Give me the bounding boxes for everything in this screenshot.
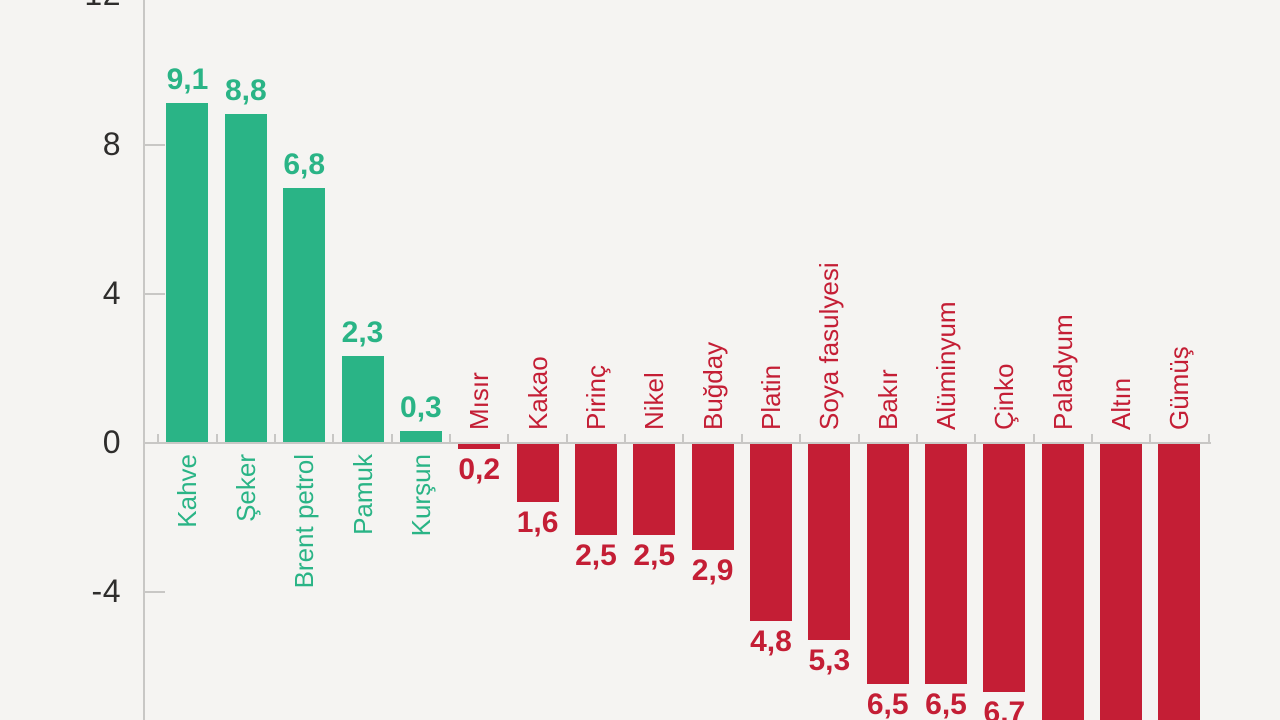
x-axis-tick — [157, 434, 160, 442]
value-label-kursun: 0,3 — [400, 390, 442, 424]
x-axis-tick — [974, 434, 977, 442]
value-label-soya-fasulyesi: 5,3 — [808, 643, 851, 677]
x-axis-tick — [682, 434, 685, 442]
category-label-kursun: Kurşun — [405, 454, 436, 537]
x-axis-tick — [1207, 434, 1210, 442]
bar-misir — [458, 442, 501, 450]
x-axis-tick — [1032, 434, 1035, 442]
bar-bakir — [866, 442, 909, 685]
x-axis-tick — [857, 434, 860, 442]
category-label-altin: Altın — [1106, 377, 1137, 430]
x-axis-tick — [799, 434, 802, 442]
category-label-misir: Mısır — [464, 372, 495, 430]
category-label-gumus: Gümüş — [1164, 346, 1195, 430]
x-axis-tick — [449, 434, 452, 442]
value-label-bugday: 2,9 — [691, 554, 734, 588]
bar-pirinc — [574, 442, 617, 536]
bar-bugday — [691, 442, 734, 551]
bar-nikel — [633, 442, 676, 536]
x-axis-tick — [390, 434, 393, 442]
category-label-seker: Şeker — [230, 454, 261, 522]
x-axis-line zero-line — [143, 442, 1211, 444]
bar-pamuk — [341, 356, 384, 442]
category-label-kakao: Kakao — [522, 356, 553, 430]
value-label-seker: 8,8 — [224, 73, 267, 107]
category-label-platin: Platin — [755, 364, 786, 430]
y-axis-tick — [145, 292, 165, 295]
value-label-pirinc: 2,5 — [575, 539, 617, 573]
x-axis-tick — [1149, 434, 1152, 442]
x-axis-tick — [274, 434, 276, 442]
y-axis-tick — [145, 143, 165, 146]
x-axis-tick — [565, 434, 568, 442]
y-axis-label-4: 4 — [102, 274, 121, 311]
category-label-kahve: Kahve — [172, 454, 203, 528]
value-label-bakir: 6,5 — [866, 688, 909, 720]
bar-paladyum — [1041, 442, 1084, 720]
value-label-kahve: 9,1 — [166, 62, 209, 96]
category-label-paladyum: Paladyum — [1047, 314, 1078, 430]
x-axis-tick — [915, 434, 918, 442]
value-label-cinko: 6,7 — [983, 695, 1026, 720]
category-label-soya-fasulyesi: Soya fasulyesi — [814, 262, 845, 430]
category-label-brent-petrol: Brent petrol — [289, 454, 320, 589]
y-axis-label-0: 0 — [102, 424, 121, 460]
value-label-kakao: 1,6 — [516, 505, 559, 539]
category-label-bugday: Buğday — [697, 341, 728, 430]
bar-kursun — [399, 430, 442, 442]
category-label-pirinc: Pirinç — [580, 364, 611, 430]
bar-kakao — [516, 442, 559, 502]
y-axis-line — [143, 0, 145, 720]
y-axis-label-12: 12 — [0, 0, 121, 13]
y-axis-label-8: 8 — [102, 125, 121, 162]
category-label-cinko: Çinko — [989, 363, 1020, 430]
value-label-nikel: 2,5 — [633, 539, 676, 573]
bar-gumus — [1158, 442, 1201, 720]
value-label-platin: 4,8 — [750, 625, 792, 659]
category-label-aluminyum: Alüminyum — [931, 301, 962, 430]
category-label-bakir: Bakır — [872, 369, 903, 430]
category-label-nikel: Nikel — [639, 372, 670, 430]
y-axis-label--4: -4 — [91, 573, 121, 610]
x-axis-tick — [215, 434, 218, 442]
y-axis-tick — [145, 591, 165, 594]
bar-brent-petrol — [283, 188, 326, 442]
bar-kahve — [166, 102, 209, 442]
x-axis-tick — [507, 434, 510, 442]
category-label-pamuk: Pamuk — [347, 454, 378, 535]
bar-soya-fasulyesi — [808, 442, 851, 640]
value-label-aluminyum: 6,5 — [925, 688, 967, 720]
bar-seker — [224, 113, 267, 442]
x-axis-tick — [1090, 434, 1093, 442]
x-axis-tick — [624, 434, 627, 442]
x-axis-tick — [740, 434, 743, 442]
bar-altin — [1100, 442, 1143, 720]
value-label-misir: 0,2 — [458, 453, 501, 487]
bar-cinko — [983, 442, 1026, 692]
x-axis-tick — [332, 434, 335, 442]
value-label-pamuk: 2,3 — [341, 316, 384, 350]
value-label-brent-petrol: 6,8 — [283, 148, 326, 182]
bar-platin — [749, 442, 792, 622]
bar-aluminyum — [925, 442, 968, 685]
